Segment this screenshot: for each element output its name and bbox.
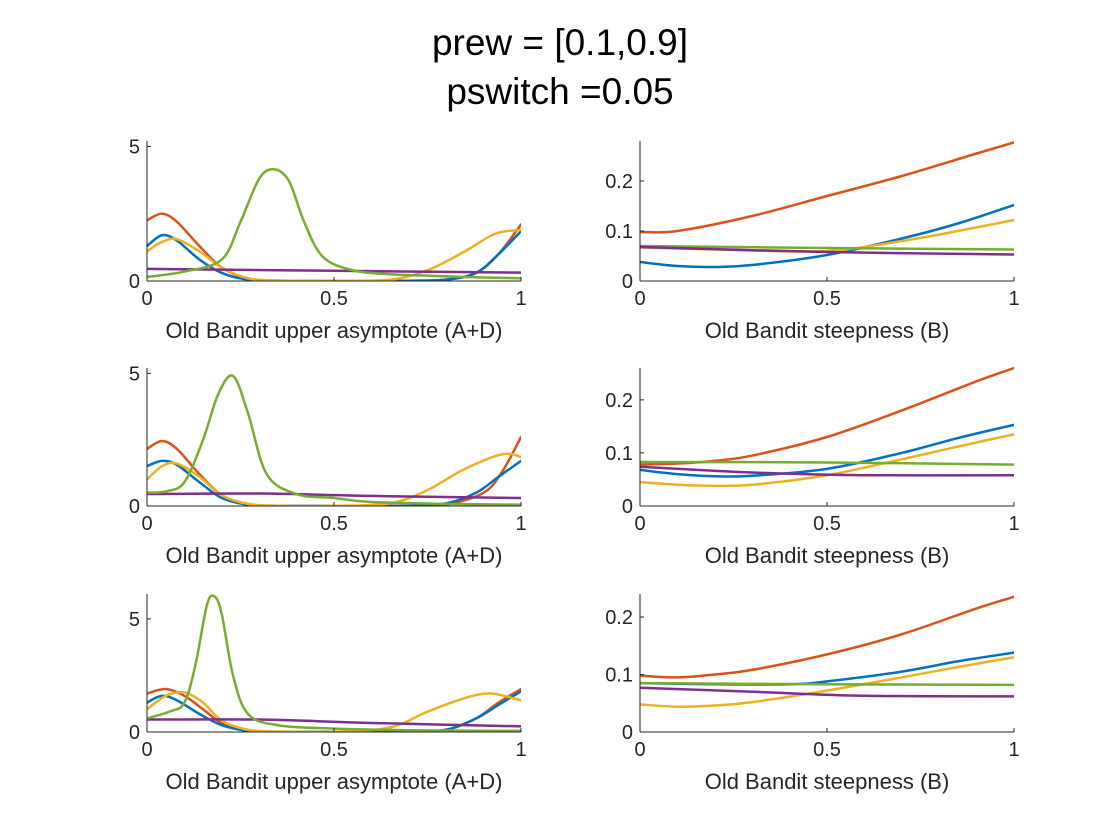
x-axis-label: Old Bandit steepness (B)	[705, 543, 950, 568]
series-line-purple	[147, 492, 521, 500]
y-tick-label: 0.2	[605, 607, 633, 629]
series-line-green	[147, 594, 521, 732]
series-group	[147, 594, 521, 732]
series-line-purple	[640, 245, 1014, 256]
series-group	[147, 374, 521, 506]
y-tick-label: 0.2	[605, 390, 633, 412]
y-tick-label: 0	[622, 271, 633, 293]
x-tick-label: 1	[515, 739, 526, 761]
x-tick-label: 0	[634, 739, 645, 761]
series-group	[147, 167, 521, 281]
series-line-green	[640, 681, 1014, 687]
x-tick-label: 0.5	[320, 513, 348, 535]
series-line-purple	[640, 465, 1014, 477]
series-group	[640, 366, 1014, 488]
y-tick-label: 0	[622, 722, 633, 744]
series-line-yellow	[640, 433, 1014, 488]
subplot-5: 0 0.5 1 0 5 Old Bandit upper asymptote (A+D)	[129, 594, 527, 794]
x-tick-label: 0	[634, 288, 645, 310]
y-tick-label: 0	[129, 271, 140, 293]
subplot-3: 0 0.5 1 0 5 Old Bandit upper asymptote (A+D)	[129, 363, 527, 568]
y-tick-label: 0.1	[605, 221, 633, 243]
y-tick-label: 0	[129, 496, 140, 518]
x-tick-label: 1	[1008, 513, 1019, 535]
series-group	[640, 595, 1014, 708]
subplot-2: 0 0.5 1 0 0.1 0.2 Old Bandit steepness (B)	[605, 141, 1020, 343]
series-line-blue	[640, 203, 1014, 269]
x-tick-label: 0.5	[320, 739, 348, 761]
series-line-blue	[640, 651, 1014, 686]
series-line-purple	[147, 718, 521, 728]
x-tick-label: 0.5	[813, 513, 841, 535]
y-tick-label: 0	[622, 496, 633, 518]
series-line-green	[640, 244, 1014, 251]
y-tick-label: 5	[129, 363, 140, 385]
y-tick-label: 0	[129, 722, 140, 744]
series-line-yellow	[640, 656, 1014, 708]
x-axis-label: Old Bandit steepness (B)	[705, 769, 950, 794]
x-tick-label: 0.5	[320, 288, 348, 310]
x-tick-label: 0	[141, 288, 152, 310]
series-line-green	[640, 460, 1014, 466]
figure-title-line-2: pswitch =0.05	[446, 71, 673, 112]
x-tick-label: 1	[515, 513, 526, 535]
series-line-purple	[640, 686, 1014, 698]
subplot-6: 0 0.5 1 0 0.1 0.2 Old Bandit steepness (B)	[605, 594, 1020, 794]
x-tick-label: 0.5	[813, 739, 841, 761]
x-tick-label: 0	[141, 513, 152, 535]
series-line-green	[147, 167, 521, 280]
series-line-green	[147, 374, 521, 506]
y-tick-label: 0.1	[605, 665, 633, 687]
y-tick-label: 5	[129, 136, 140, 158]
x-axis-label: Old Bandit upper asymptote (A+D)	[166, 318, 503, 343]
series-line-yellow	[147, 228, 521, 281]
x-tick-label: 1	[1008, 288, 1019, 310]
y-tick-label: 5	[129, 609, 140, 631]
x-tick-label: 0	[141, 739, 152, 761]
series-group	[640, 141, 1014, 269]
y-tick-label: 0.1	[605, 443, 633, 465]
series-line-purple	[147, 267, 521, 274]
series-line-blue	[147, 229, 521, 281]
series-line-orange	[640, 141, 1014, 234]
x-tick-label: 0.5	[813, 288, 841, 310]
x-tick-label: 0	[634, 513, 645, 535]
x-axis-label: Old Bandit upper asymptote (A+D)	[166, 543, 503, 568]
series-line-orange	[640, 595, 1014, 679]
x-axis-label: Old Bandit upper asymptote (A+D)	[166, 769, 503, 794]
series-line-orange	[640, 366, 1014, 466]
x-tick-label: 1	[1008, 739, 1019, 761]
x-axis-label: Old Bandit steepness (B)	[705, 318, 950, 343]
subplot-4: 0 0.5 1 0 0.1 0.2 Old Bandit steepness (B)	[605, 366, 1020, 568]
figure-title-line-1: prew = [0.1,0.9]	[432, 22, 688, 63]
subplot-1: 0 0.5 1 0 5 Old Bandit upper asymptote (A+D)	[129, 136, 527, 343]
y-tick-label: 0.2	[605, 171, 633, 193]
x-tick-label: 1	[515, 288, 526, 310]
